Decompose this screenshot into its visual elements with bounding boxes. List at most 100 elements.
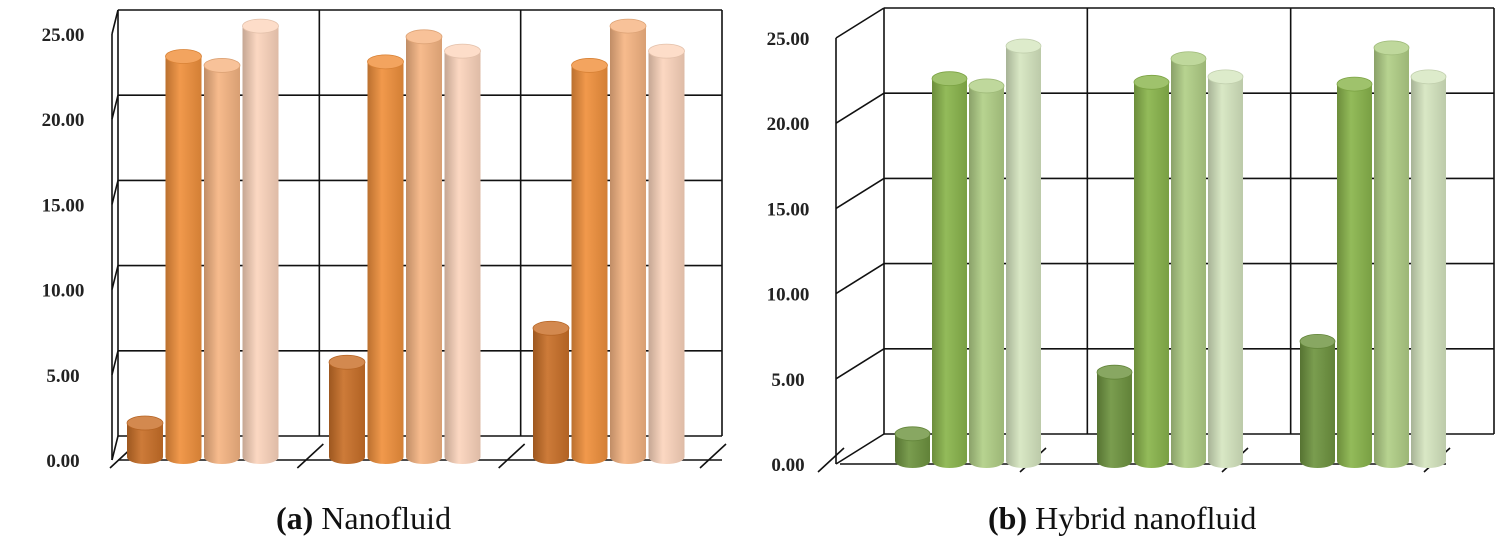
y-tick-label: 20.00: [767, 114, 810, 135]
bar-body: [242, 26, 279, 465]
bar-top: [444, 43, 481, 59]
bar-body: [1208, 76, 1243, 469]
y-tick-label: 15.00: [42, 195, 85, 216]
panel-b-caption: (b) Hybrid nanofluid: [988, 500, 1256, 537]
bar-body: [610, 26, 646, 464]
y-tick-label: 20.00: [42, 110, 85, 131]
bar-top: [1410, 69, 1447, 85]
gridline-side: [835, 433, 885, 465]
bar-top: [532, 320, 570, 336]
bar-top: [1299, 334, 1336, 349]
bar-group-1-series-1: [126, 415, 164, 464]
bar-body: [969, 85, 1004, 469]
bar-top: [648, 43, 685, 59]
bar-body: [165, 56, 202, 465]
bar-body: [204, 65, 240, 464]
bar-group-3-series-4: [648, 43, 685, 465]
gridline-side: [111, 180, 119, 205]
bar-top: [1133, 74, 1170, 90]
bar-top: [609, 18, 647, 34]
bar-group-1-series-1: [894, 426, 931, 469]
gridline-side: [111, 350, 119, 375]
bar-top: [1005, 38, 1042, 54]
bar-body: [367, 61, 404, 465]
bar-body: [127, 423, 163, 464]
bar-top: [203, 58, 241, 73]
bar-group-2-series-2: [1133, 74, 1170, 469]
floor-tick: [498, 443, 526, 469]
y-tick-label: 0.00: [46, 451, 79, 472]
y-tick-label: 5.00: [771, 370, 804, 391]
bar-body: [1374, 47, 1410, 469]
bar-group-3-series-1: [532, 320, 570, 464]
gridline-side: [111, 95, 119, 120]
bar-body: [533, 328, 569, 464]
bar-body: [1134, 82, 1169, 469]
y-tick-label: 10.00: [42, 281, 85, 302]
bar-group-1-series-2: [165, 49, 202, 465]
bar-body: [406, 36, 442, 464]
bar-body: [1171, 58, 1206, 469]
bar-top: [328, 354, 366, 370]
gridline-side: [111, 9, 119, 35]
bar-top: [894, 426, 931, 442]
bar-body: [1006, 46, 1041, 469]
panel-a-chart: 0.00 5.00 10.00 15.00 20.00 25.00: [42, 9, 727, 472]
bar-group-2-series-1: [1096, 364, 1133, 469]
gridline-side: [835, 92, 885, 124]
floor-tick: [817, 447, 845, 473]
panel-a-title: Nanofluid: [321, 500, 452, 536]
bar-group-2-series-2: [367, 54, 404, 465]
panel-b-label: (b): [988, 500, 1028, 536]
y-tick-label: 25.00: [767, 29, 810, 50]
bar-group-2-series-4: [444, 43, 481, 465]
bar-group-2-series-1: [328, 354, 366, 464]
floor-tick: [699, 443, 727, 469]
bar-group-1-series-3: [203, 58, 241, 464]
bar-group-2-series-3: [405, 29, 443, 464]
bar-body: [1097, 372, 1132, 469]
bar-top: [242, 18, 279, 34]
gridline-side: [835, 262, 885, 295]
y-tick-label: 5.00: [46, 366, 79, 387]
bar-body: [895, 433, 930, 469]
bar-top: [1096, 364, 1133, 380]
bar-top: [968, 78, 1005, 94]
bar-group-2-series-4: [1207, 69, 1244, 469]
bar-top: [367, 54, 404, 70]
bar-top: [571, 58, 608, 73]
bar-body: [648, 51, 685, 465]
bar-body: [1337, 84, 1372, 469]
bar-group-3-series-1: [1299, 334, 1336, 469]
bar-group-3-series-4: [1410, 69, 1447, 469]
bar-top: [1336, 76, 1373, 92]
bar-group-1-series-4: [242, 18, 279, 465]
bar-top: [1373, 40, 1410, 56]
gridline-side: [111, 435, 119, 461]
y-tick-label: 15.00: [767, 199, 810, 220]
bar-group-3-series-3: [1373, 40, 1410, 469]
panel-b-chart: 0.00 5.00 10.00 15.00 20.00 25.00: [767, 7, 1495, 476]
gridline-side: [835, 348, 885, 380]
bar-group-1-series-3: [968, 78, 1005, 469]
bar-group-1-series-4: [1005, 38, 1042, 469]
bar-body: [571, 65, 608, 465]
y-tick-label: 10.00: [767, 285, 810, 306]
bar-top: [1170, 51, 1207, 67]
bar-group-2-series-3: [1170, 51, 1207, 469]
bar-group-3-series-3: [609, 18, 647, 464]
bar-body: [1411, 76, 1446, 469]
bar-body: [1300, 341, 1335, 469]
bar-body: [444, 51, 481, 465]
bar-top: [165, 49, 202, 64]
gridline-side: [835, 7, 885, 39]
panel-a-label: (a): [276, 500, 314, 536]
panel-a-caption: (a) Nanofluid: [276, 500, 451, 537]
bar-group-3-series-2: [1336, 76, 1373, 469]
bar-top: [931, 71, 968, 87]
y-tick-label: 0.00: [771, 455, 804, 476]
bar-body: [329, 362, 365, 464]
floor-tick: [296, 443, 324, 469]
bar-top: [1207, 69, 1244, 85]
